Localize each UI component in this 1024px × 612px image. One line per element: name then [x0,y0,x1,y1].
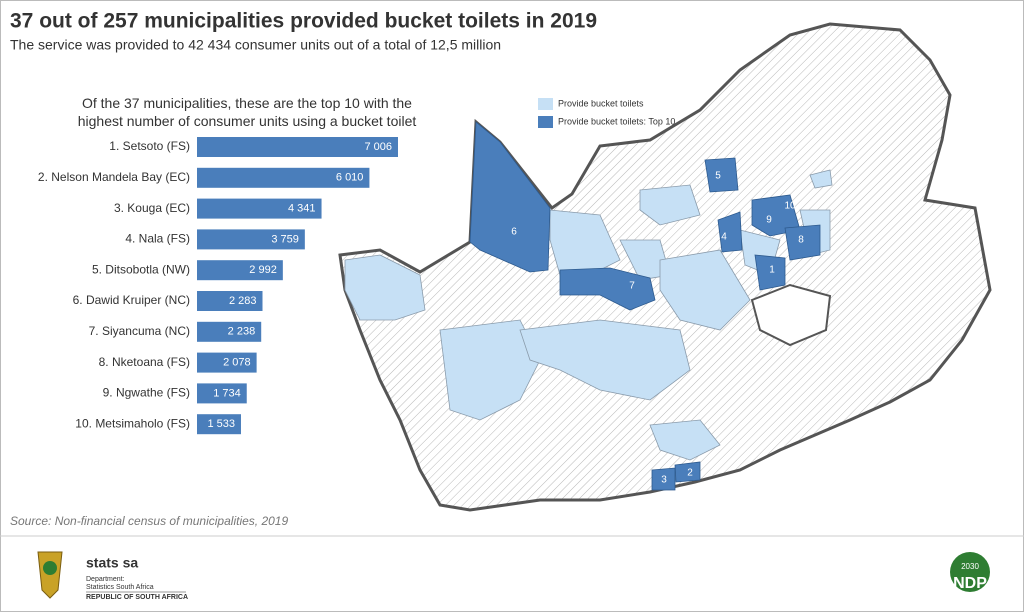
legend-swatch [538,98,553,110]
category-label: 6. Dawid Kruiper (NC) [73,293,190,307]
map-marker: 6 [511,227,517,238]
value-label: 3 759 [271,233,299,245]
country: REPUBLIC OF SOUTH AFRICA [86,594,188,601]
map-marker: 8 [798,235,804,246]
map-marker: 2 [687,468,693,479]
map-marker: 3 [661,475,667,486]
subtitle: The service was provided to 42 434 consu… [10,37,501,53]
legend-label: Provide bucket toilets [558,98,644,108]
bar [197,352,257,373]
bar [197,414,241,435]
bar [197,137,398,157]
value-label: 6 010 [336,172,364,184]
legend-swatch [538,116,553,128]
bar [197,260,283,281]
value-label: 2 078 [223,357,251,369]
map-marker: 10 [784,201,796,212]
value-label: 1 533 [207,418,235,430]
light-regions [344,169,833,461]
value-label: 7 006 [364,141,392,153]
map-marker: 1 [769,265,775,276]
chart-subtitle: Of the 37 municipalities, these are the … [77,95,417,129]
org: Statistics South Africa [86,584,154,591]
bar [197,383,247,404]
map-marker: 7 [629,281,635,292]
category-label: 4. Nala (FS) [125,232,190,246]
dept: Department: [86,576,125,583]
bar [197,229,305,250]
category-label: 8. Nketoana (FS) [99,355,190,369]
value-label: 2 238 [228,326,256,338]
bar [197,321,262,342]
map-legend: Provide bucket toilets Provide bucket toi… [538,98,675,128]
ndp-logo [950,552,990,592]
category-label: 7. Siyancuma (NC) [89,324,190,338]
bar [197,167,370,188]
title: 37 out of 257 municipalities provided bu… [10,10,597,33]
category-label: 1. Setsoto (FS) [109,139,190,153]
value-label: 4 341 [288,203,316,215]
category-label: 2. Nelson Mandela Bay (EC) [38,170,190,184]
dark-regions [469,121,821,491]
map-markers: 1 2 3 4 5 6 7 8 9 10 [511,171,804,486]
value-label: 2 283 [229,295,257,307]
category-label: 10. Metsimaholo (FS) [75,416,190,430]
bar [197,198,322,219]
map-marker: 5 [715,171,721,182]
value-label: 2 992 [249,264,277,276]
map-marker: 9 [766,215,772,226]
bar-chart: 1. Setsoto (FS) 7 006 2. Nelson Mandela Ba… [38,137,398,435]
lesotho [750,283,832,347]
category-label: 5. Ditsobotla (NW) [92,262,190,276]
value-label: 1 734 [213,387,241,399]
legend-label: Provide bucket toilets: Top 10 [558,116,675,126]
category-label: 9. Ngwathe (FS) [103,386,190,400]
brand: stats sa [86,555,138,571]
ndp-text: NDP [953,575,987,592]
source: Source: Non-financial census of municipa… [10,514,288,528]
category-label: 3. Kouga (EC) [114,201,190,215]
bar [197,291,263,311]
coat-of-arms [37,551,63,599]
map-marker: 4 [721,232,727,243]
ndp-year: 2030 [961,562,979,571]
